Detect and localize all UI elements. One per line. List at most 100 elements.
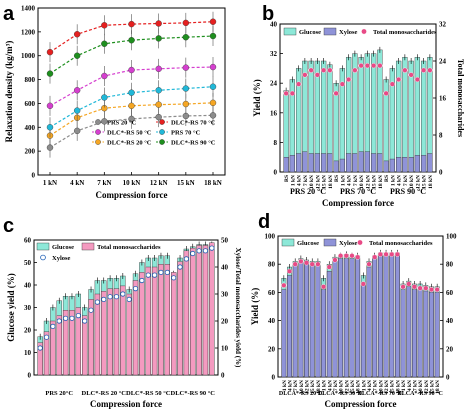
panel-d-total-point [303, 260, 310, 266]
panel-c: c 0 10 20 30 40 50 60 0 10 20 30 40 50 PRS 20°C DLC*-RS… [3, 215, 242, 409]
panel-d-total-point [292, 261, 298, 267]
panel-b-x-tick-label: RS [334, 175, 340, 182]
panel-b-total-point [327, 67, 333, 73]
panel-d-xylose-bar [406, 286, 412, 378]
panel-a-point [182, 34, 190, 41]
panel-d-x-tick-label: 10 kN [299, 380, 305, 394]
panel-d-x-tick-label: 4 kN [407, 380, 413, 391]
panel-b-total-point [371, 63, 377, 69]
panel-d-legend-marker [357, 239, 363, 246]
panel-b-total-point [383, 90, 389, 96]
panel-d-legend-swatch [323, 238, 337, 247]
panel-c-total-bar [190, 247, 196, 376]
panel-b-y-tick-label: 0 [274, 169, 278, 177]
panel-b-xylose-bar [302, 151, 308, 173]
panel-a-point [182, 19, 190, 27]
panel-a-point [155, 113, 162, 121]
panel-d-x-tick-label: 18 kN [356, 380, 362, 394]
panel-a-point [155, 101, 162, 108]
panel-d-total-point [355, 254, 361, 260]
panel-c-y2-tick-label: 50 [221, 237, 229, 245]
panel-a-point [209, 99, 217, 107]
panel-d-x-tick-label: 1 kN [361, 380, 367, 391]
panel-a-point [73, 31, 81, 38]
panel-b-total-point [408, 72, 414, 78]
panel-c-xylose-point [209, 245, 215, 251]
panel-d-total-point [411, 284, 418, 290]
panel-d-total-point [423, 285, 429, 291]
panel-d-xylose-bar [434, 292, 440, 378]
panel-d-xylose-bar [355, 258, 361, 378]
panel-a-point [209, 18, 217, 25]
panel-b-xylose-bar [395, 156, 402, 173]
panel-d-y-tick-label: 20 [268, 345, 276, 353]
panel-b-y2-axis-title: Total monosaccharides [456, 59, 465, 137]
panel-a-point [128, 102, 135, 110]
panel-c-legend-swatch [81, 242, 95, 251]
panel-a-point [73, 87, 81, 94]
panel-a-point [46, 70, 54, 77]
panel-c-total-bar [50, 320, 56, 376]
panel-b-group-label: PRS 70 °C [340, 187, 376, 196]
panel-a-point [101, 118, 108, 125]
panel-c-label: c [3, 215, 14, 237]
panel-d-x-tick-label: 15 kN [350, 380, 356, 394]
panel-b-x-tick-label: 12 kN [365, 175, 371, 189]
panel-c-y-tick-label: 60 [24, 237, 32, 245]
panel-a-point [209, 112, 217, 119]
panel-c-xylose-point [158, 269, 164, 275]
panel-a-point [128, 37, 135, 44]
panel-b-glucose-bar [414, 57, 421, 173]
panel-d-legend-label: Xylose [339, 240, 358, 247]
panel-c-xylose-point [171, 275, 177, 281]
panel-d-total-point [338, 253, 344, 259]
panel-a-y-tick-label: 0 [32, 172, 36, 180]
panel-c-legend-label: Total monosaccharides [97, 244, 161, 251]
panel-b-x-tick-label: 1 kN [340, 175, 346, 186]
panel-d-xylose-bar [377, 255, 383, 378]
panel-a-y-tick-label: 1000 [21, 52, 36, 60]
panel-b-x-tick-label: 1 kN [390, 175, 396, 186]
panel-c-y-tick-label: 10 [24, 349, 32, 357]
panel-c-total-bar [202, 245, 209, 376]
panel-b-x-tick-label: 4 kN [397, 175, 403, 186]
panel-c-xylose-point [75, 312, 81, 319]
panel-b-xylose-bar [414, 155, 421, 173]
panel-d-total-point [315, 261, 321, 267]
panel-c-y-tick-label: 40 [24, 282, 32, 290]
panel-a-y-axis-title: Relaxation density (kg/m³) [4, 41, 14, 143]
panel-b-xylose-bar [383, 160, 389, 173]
panel-c-xylose-point [88, 307, 94, 313]
panel-b-xylose-bar [408, 156, 414, 173]
panel-a-legend-marker [159, 119, 165, 125]
panel-b-total-point [339, 81, 345, 87]
panel-a-legend-marker [95, 119, 101, 125]
panel-d-x-tick-label: 18 kN [435, 380, 441, 394]
panel-a-point [209, 63, 217, 71]
panel-c-y-tick-label: 0 [28, 372, 32, 380]
panel-b-x-tick-label: 15 kN [372, 175, 378, 189]
panel-c-total-bar [81, 315, 88, 376]
panel-b-x-tick-label: 7 kN [403, 175, 409, 186]
panel-c-xylose-point [139, 277, 145, 284]
panel-d-x-tick-label: 7 kN [412, 380, 418, 391]
panel-a-y-tick-label: 800 [25, 76, 36, 84]
panel-d-x-tick-label: 12 kN [344, 380, 350, 394]
panel-c-total-bar [101, 291, 107, 376]
panel-b-total-point [414, 76, 420, 83]
panel-b-glucose-bar [333, 82, 339, 173]
panel-a-x-tick-label: 10 kN [123, 179, 141, 187]
panel-b-legend-label: Xylose [339, 29, 358, 36]
panel-d-total-point [320, 284, 327, 290]
panel-b-xylose-bar [352, 153, 358, 173]
panel-b-total-point [346, 76, 352, 83]
panel-c-total-bar [37, 342, 43, 376]
panel-d-xylose-bar [304, 262, 309, 378]
panel-b-y2-tick-label: 32 [439, 21, 447, 29]
panel-a-label: a [3, 3, 15, 25]
panel-a-x-tick-label: 7 kN [97, 179, 111, 187]
panel-d-total-point [349, 253, 355, 259]
panel-d-x-tick-label: 12 kN [424, 380, 430, 394]
panel-c-legend-label: Glucose [52, 244, 74, 251]
